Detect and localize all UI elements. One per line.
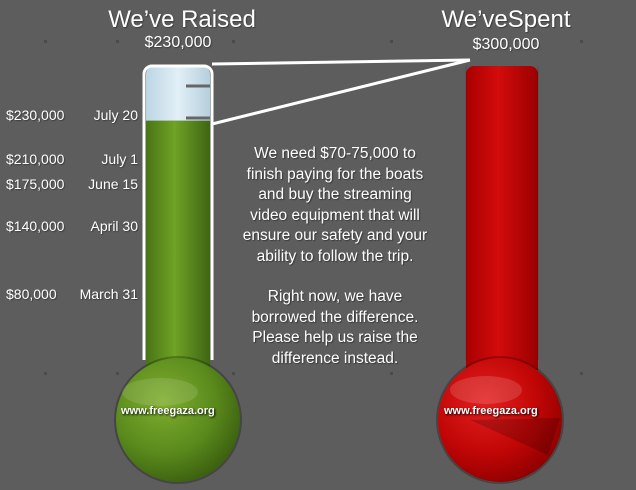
raised-tube-outline [142,64,214,360]
background-dot [580,372,583,375]
background-dot [390,372,393,375]
milestone-row: $175,000 June 15 [6,176,138,194]
background-dot [116,40,119,43]
milestone-date: July 20 [93,107,138,123]
message-paragraph-need: We need $70-75,000 to finish paying for … [242,145,428,265]
spent-bulb-highlight [450,376,522,404]
milestone-date: March 31 [79,286,138,302]
milestone-row: $210,000 July 1 [6,151,138,169]
milestone-row: $140,000 April 30 [6,218,138,236]
background-dot [44,372,47,375]
fundraising-message: We need $70-75,000 to finish paying for … [238,144,432,369]
background-dot [44,40,47,43]
raised-heading: We’ve Raised [108,6,256,33]
background-dot [580,40,583,43]
spent-bulb [438,358,562,482]
message-paragraph-borrowed: Right now, we have borrowed the differen… [251,288,419,367]
raised-empty-portion [146,66,210,121]
connector-line-diagonal [211,58,471,126]
background-dot [520,40,523,43]
spent-amount: $300,000 [472,36,540,53]
background-dot [232,40,235,43]
background-dot [116,372,119,375]
milestone-amount: $230,000 [6,107,65,123]
spent-bulb-shadow [470,418,560,455]
spent-fill-level [466,66,538,370]
milestone-date: April 30 [90,218,138,234]
spent-thermometer [436,66,564,484]
milestone-amount: $210,000 [6,151,65,167]
raised-site-label: www.freegaza.org [121,405,215,417]
raised-fill-level [146,120,210,370]
raised-bulb-rim [114,356,242,484]
milestone-amount: $140,000 [6,218,65,234]
raised-thermometer [114,64,242,484]
connector-line-top [211,58,471,66]
milestone-row: $230,000 July 20 [6,107,138,125]
milestone-date: June 15 [88,176,138,192]
spent-heading: We’veSpent [441,6,571,33]
background-dot [390,40,393,43]
spent-bulb-rim [436,356,564,484]
background-dot [232,372,235,375]
spent-tube-outline [465,66,539,360]
milestone-amount: $80,000 [6,286,57,302]
spent-site-label: www.freegaza.org [444,405,538,417]
milestone-amount: $175,000 [6,176,65,192]
raised-amount: $230,000 [144,34,212,51]
milestone-row: $80,000 March 31 [6,286,138,304]
milestone-date: July 1 [101,151,138,167]
raised-bulb [116,358,240,482]
raised-bulb-highlight [122,378,198,406]
